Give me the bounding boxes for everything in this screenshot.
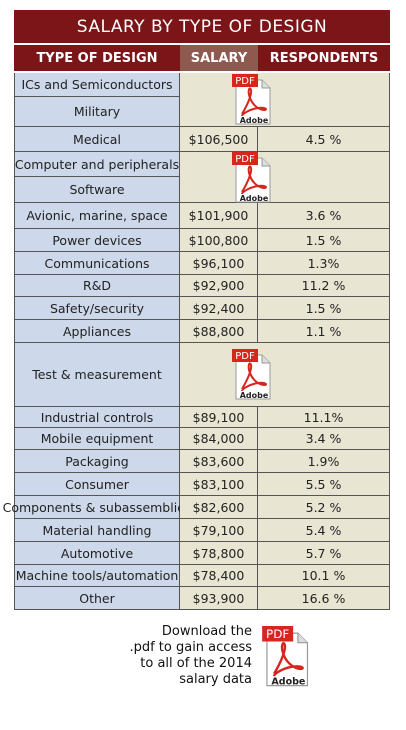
respondents-cell: 3.4 % (258, 428, 390, 450)
merged-cell (180, 343, 390, 407)
salary-cell: $100,800 (180, 229, 258, 252)
salary-cell: $88,800 (180, 320, 258, 343)
icon-brand: Adobe (271, 676, 305, 687)
pdf-icon[interactable]: PDF Adobe (232, 74, 272, 126)
type-cell: Test & measurement (14, 343, 180, 407)
respondents-cell: 1.9% (258, 450, 390, 473)
salary-cell: $83,600 (180, 450, 258, 473)
respondents-cell: 1.1 % (258, 320, 390, 343)
type-cell: Industrial controls (14, 407, 180, 428)
icon-badge: PDF (235, 154, 255, 165)
type-cell: Components & subassemblies (3, 496, 191, 519)
title-bar: SALARY BY TYPE OF DESIGN (14, 10, 390, 43)
footer-line: to all of the 2014 (140, 656, 252, 671)
type-cell: Other (14, 587, 180, 610)
type-cell: Software (14, 177, 180, 203)
icon-brand: Adobe (240, 116, 269, 125)
type-cell: Avionic, marine, space (14, 203, 180, 229)
respondents-cell: 1.5 % (258, 229, 390, 252)
footer-line: Download the (161, 624, 252, 639)
icon-badge: PDF (266, 627, 289, 641)
respondents-cell: 4.5 % (258, 127, 390, 152)
merged-cell (180, 73, 390, 127)
type-cell: ICs and Semiconductors (14, 73, 180, 97)
type-cell: Safety/security (14, 297, 180, 320)
salary-cell: $106,500 (180, 127, 258, 152)
salary-cell: $93,900 (180, 587, 258, 610)
pdf-graphic: PDF Adobe (262, 626, 309, 687)
type-cell: Military (14, 97, 180, 127)
type-cell: Material handling (14, 519, 180, 542)
respondents-cell: 11.2 % (258, 275, 390, 297)
type-cell: Consumer (14, 473, 180, 496)
respondents-cell: 5.2 % (258, 496, 390, 519)
icon-brand: Adobe (240, 391, 269, 400)
type-cell: Communications (14, 252, 180, 275)
salary-cell: $96,100 (180, 252, 258, 275)
pdf-icon[interactable]: PDF Adobe (232, 349, 272, 401)
respondents-cell: 11.1% (258, 407, 390, 428)
respondents-cell: 10.1 % (258, 565, 390, 587)
footer-line: .pdf to gain access (129, 640, 252, 655)
merged-cell (180, 152, 390, 203)
respondents-cell: 5.5 % (258, 473, 390, 496)
salary-cell: $79,100 (180, 519, 258, 542)
salary-cell: $78,400 (180, 565, 258, 587)
type-cell: Appliances (14, 320, 180, 343)
salary-cell: $78,800 (180, 542, 258, 565)
icon-badge: PDF (235, 76, 255, 87)
type-cell: Computer and peripherals (14, 152, 180, 177)
icon-brand: Adobe (240, 194, 269, 203)
pdf-graphic: PDF Adobe (232, 74, 271, 125)
pdf-graphic: PDF Adobe (232, 349, 271, 400)
respondents-cell: 5.7 % (258, 542, 390, 565)
respondents-cell: 1.3% (258, 252, 390, 275)
pdf-graphic: PDF Adobe (232, 151, 271, 203)
respondents-cell: 3.6 % (258, 203, 390, 229)
respondents-cell: 1.5 % (258, 297, 390, 320)
salary-cell: $83,100 (180, 473, 258, 496)
pdf-icon[interactable]: PDF Adobe (262, 626, 310, 688)
salary-header-bg (180, 45, 258, 71)
column-header: SALARY (190, 50, 248, 66)
salary-cell: $101,900 (180, 203, 258, 229)
pdf-icon[interactable]: PDF Adobe (232, 151, 272, 204)
salary-cell: $84,000 (180, 428, 258, 450)
type-cell: Automotive (14, 542, 180, 565)
salary-cell: $89,100 (180, 407, 258, 428)
respondents-cell: 5.4 % (258, 519, 390, 542)
respondents-cell: 16.6 % (258, 587, 390, 610)
type-cell: Medical (14, 127, 180, 152)
type-cell: Machine tools/automation (14, 565, 180, 587)
type-cell: Mobile equipment (14, 428, 180, 450)
icon-badge: PDF (235, 351, 255, 362)
column-header: TYPE OF DESIGN (36, 50, 158, 66)
footer-text: Download the .pdf to gain access to all … (100, 624, 252, 688)
footer-line: salary data (179, 672, 252, 687)
type-cell: Power devices (14, 229, 180, 252)
type-cell: Packaging (14, 450, 180, 473)
salary-cell: $82,600 (180, 496, 258, 519)
column-header: RESPONDENTS (269, 50, 379, 66)
salary-cell: $92,400 (180, 297, 258, 320)
type-cell: R&D (14, 275, 180, 297)
salary-cell: $92,900 (180, 275, 258, 297)
